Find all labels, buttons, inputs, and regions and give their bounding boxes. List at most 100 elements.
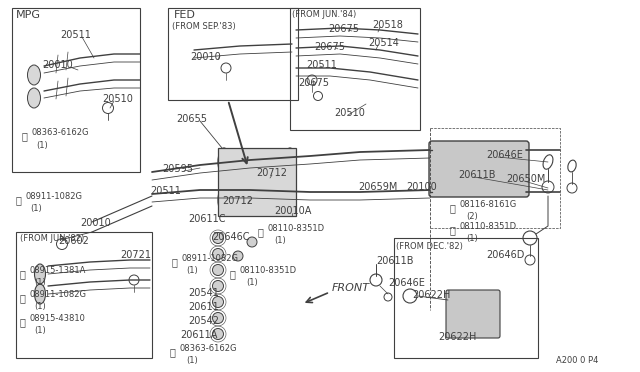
Text: Ⓥ: Ⓥ xyxy=(20,317,26,327)
Text: (FROM JUN.'84): (FROM JUN.'84) xyxy=(292,10,356,19)
Text: MPG: MPG xyxy=(16,10,41,20)
Text: 08110-8351D: 08110-8351D xyxy=(240,266,297,275)
Bar xyxy=(290,8,420,130)
Text: 20650M: 20650M xyxy=(506,174,545,184)
Text: 20611C: 20611C xyxy=(188,214,225,224)
Text: Ⓝ: Ⓝ xyxy=(172,257,178,267)
Circle shape xyxy=(247,237,257,247)
Text: Ⓥ: Ⓥ xyxy=(20,269,26,279)
Bar xyxy=(218,148,296,216)
Text: 20541: 20541 xyxy=(188,288,219,298)
Text: 20646C: 20646C xyxy=(212,232,250,242)
Text: 08911-1082G: 08911-1082G xyxy=(26,192,83,201)
Ellipse shape xyxy=(218,186,230,214)
Text: (1): (1) xyxy=(30,204,42,213)
Text: 20721: 20721 xyxy=(120,250,151,260)
Text: FRONT: FRONT xyxy=(332,283,370,293)
Text: (FROM SEP.'83): (FROM SEP.'83) xyxy=(172,22,236,31)
Text: 20659M: 20659M xyxy=(358,182,397,192)
Text: 20511: 20511 xyxy=(150,186,181,196)
Text: 20646E: 20646E xyxy=(388,278,425,288)
Ellipse shape xyxy=(28,88,40,108)
Text: Ⓑ: Ⓑ xyxy=(230,269,236,279)
Text: 08911-1082G: 08911-1082G xyxy=(182,254,239,263)
Text: Ⓑ: Ⓑ xyxy=(258,227,264,237)
FancyBboxPatch shape xyxy=(446,290,500,338)
Text: 20602: 20602 xyxy=(58,236,89,246)
Circle shape xyxy=(233,251,243,261)
Text: 20675: 20675 xyxy=(328,24,359,34)
Text: 20518: 20518 xyxy=(372,20,403,30)
Text: 20611A: 20611A xyxy=(180,330,218,340)
Bar xyxy=(394,238,538,358)
Text: FED: FED xyxy=(174,10,196,20)
Text: (1): (1) xyxy=(36,141,48,150)
Ellipse shape xyxy=(284,148,296,176)
Text: Ⓢ: Ⓢ xyxy=(170,347,176,357)
Text: 08915-43810: 08915-43810 xyxy=(30,314,86,323)
Text: 20010: 20010 xyxy=(190,52,221,62)
Text: 08110-8351D: 08110-8351D xyxy=(460,222,517,231)
Text: 20510: 20510 xyxy=(102,94,133,104)
Text: 20010: 20010 xyxy=(80,218,111,228)
Bar xyxy=(168,8,298,100)
Text: Ⓢ: Ⓢ xyxy=(22,131,28,141)
Text: 20646D: 20646D xyxy=(486,250,524,260)
Text: 20622H: 20622H xyxy=(438,332,476,342)
Text: 20611B: 20611B xyxy=(376,256,413,266)
Text: 20712: 20712 xyxy=(256,168,287,178)
Text: (1): (1) xyxy=(186,356,198,365)
Text: Ⓑ: Ⓑ xyxy=(450,225,456,235)
Circle shape xyxy=(212,232,223,244)
Text: (1): (1) xyxy=(466,234,477,243)
Text: (1): (1) xyxy=(246,278,258,287)
Text: 20100: 20100 xyxy=(406,182,436,192)
Text: 20510: 20510 xyxy=(334,108,365,118)
Circle shape xyxy=(212,296,223,308)
Bar xyxy=(16,232,152,358)
Ellipse shape xyxy=(35,264,45,284)
Text: 20646E: 20646E xyxy=(486,150,523,160)
Text: 20675: 20675 xyxy=(298,78,329,88)
Text: 08911-1082G: 08911-1082G xyxy=(30,290,87,299)
Ellipse shape xyxy=(218,148,230,176)
Circle shape xyxy=(212,312,223,324)
Ellipse shape xyxy=(28,65,40,85)
Circle shape xyxy=(212,280,223,292)
Text: Ⓝ: Ⓝ xyxy=(16,195,22,205)
Text: 20010A: 20010A xyxy=(274,206,312,216)
Text: (1): (1) xyxy=(186,266,198,275)
Text: 08110-8351D: 08110-8351D xyxy=(268,224,325,233)
Text: (1): (1) xyxy=(274,236,285,245)
Text: 08915-1381A: 08915-1381A xyxy=(30,266,86,275)
Text: 08116-8161G: 08116-8161G xyxy=(460,200,517,209)
Text: 20511: 20511 xyxy=(60,30,91,40)
Text: 20611: 20611 xyxy=(188,302,219,312)
Text: (FROM JUN.'82): (FROM JUN.'82) xyxy=(20,234,84,243)
Text: 20514: 20514 xyxy=(368,38,399,48)
Text: Ⓝ: Ⓝ xyxy=(20,293,26,303)
Text: 20542: 20542 xyxy=(188,316,219,326)
Text: 08363-6162G: 08363-6162G xyxy=(180,344,237,353)
Circle shape xyxy=(212,264,223,276)
Text: (2): (2) xyxy=(466,212,477,221)
Text: 20010: 20010 xyxy=(42,60,73,70)
Text: 20622H: 20622H xyxy=(412,290,451,300)
Ellipse shape xyxy=(35,284,45,304)
Bar xyxy=(12,8,140,172)
FancyBboxPatch shape xyxy=(429,141,529,197)
Text: 20511: 20511 xyxy=(306,60,337,70)
Text: 20712: 20712 xyxy=(222,196,253,206)
Text: (1): (1) xyxy=(34,326,45,335)
Text: (FROM DEC.'82): (FROM DEC.'82) xyxy=(396,242,463,251)
Text: (1): (1) xyxy=(34,302,45,311)
Ellipse shape xyxy=(284,186,296,214)
Text: A200 0 P4: A200 0 P4 xyxy=(556,356,598,365)
Text: 20655: 20655 xyxy=(176,114,207,124)
Text: 08363-6162G: 08363-6162G xyxy=(32,128,90,137)
Text: 20611B: 20611B xyxy=(458,170,495,180)
Text: 20595: 20595 xyxy=(162,164,193,174)
Circle shape xyxy=(212,328,223,340)
Text: 20675: 20675 xyxy=(314,42,345,52)
Text: (1): (1) xyxy=(34,278,45,287)
